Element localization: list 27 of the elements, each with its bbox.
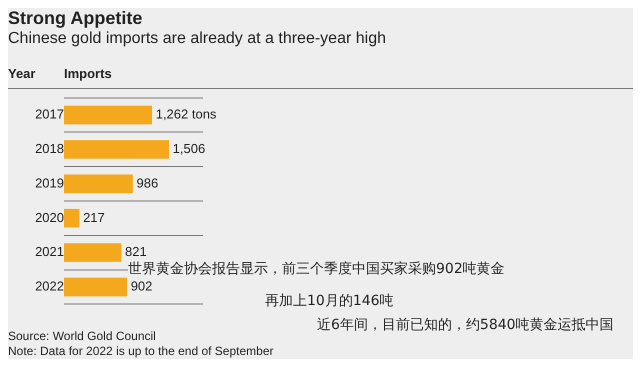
data-label: 986 bbox=[136, 175, 158, 190]
y-tick-label: 2020 bbox=[35, 210, 64, 225]
annotation: 世界黄金协会报告显示，前三个季度中国买家采购902吨黄金 bbox=[128, 260, 505, 278]
bar bbox=[64, 278, 128, 296]
data-label: 821 bbox=[125, 244, 147, 260]
bar bbox=[64, 174, 133, 194]
data-label: 902 bbox=[130, 278, 152, 294]
data-label: 1,506 bbox=[172, 140, 206, 156]
y-tick-label: 2018 bbox=[35, 140, 64, 156]
bar bbox=[64, 208, 80, 228]
text: 再加上10月的146吨 bbox=[265, 292, 394, 310]
data-label: 1,262 tons bbox=[156, 106, 217, 122]
source-note: Source: World Gold Council bbox=[8, 329, 156, 343]
y-tick-label: 2022 bbox=[35, 278, 64, 294]
bar bbox=[64, 106, 152, 124]
text: 近6年间，目前已知的，约5840吨黄金运抵中国 bbox=[317, 316, 614, 334]
y-tick-label: 2017 bbox=[35, 106, 64, 122]
y-axis-title: Year bbox=[8, 66, 36, 81]
bar bbox=[64, 140, 169, 159]
y-tick-label: 2019 bbox=[35, 175, 64, 190]
bar bbox=[64, 243, 122, 262]
text: Note: Data for 2022 is up to the end of September bbox=[8, 344, 274, 358]
chart-subtitle: Chinese gold imports are already at a three-year high bbox=[8, 30, 386, 48]
data-label: 217 bbox=[83, 210, 105, 225]
x-axis-title: Imports bbox=[64, 66, 112, 81]
y-tick-label: 2021 bbox=[35, 244, 64, 260]
chart-title: Strong Appetite bbox=[8, 8, 142, 29]
